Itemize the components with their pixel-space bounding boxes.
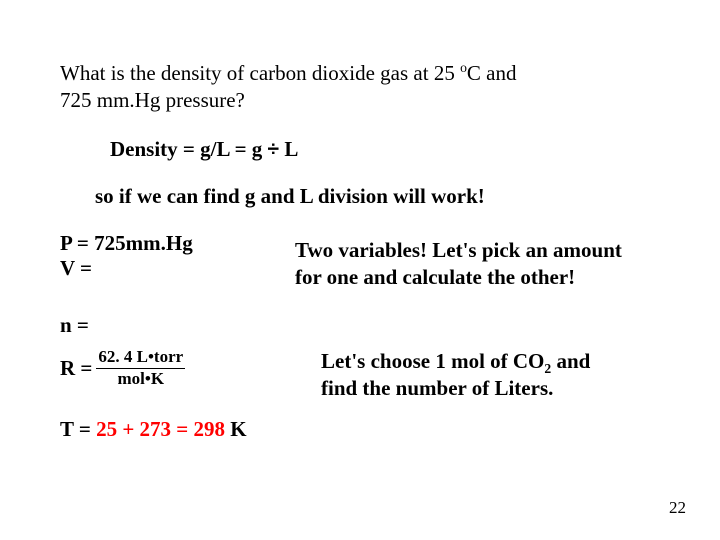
degree-sup: o: [460, 60, 467, 75]
slide-content: What is the density of carbon dioxide ga…: [0, 0, 720, 540]
right2-l1a: Let's choose 1 mol of CO: [321, 349, 544, 373]
R-prefix: R =: [60, 356, 92, 381]
var-n: n =: [60, 313, 660, 338]
density-label: Density = g/L = g: [110, 137, 268, 161]
variables-block: P = 725mm.Hg V = Two variables! Let's pi…: [60, 231, 660, 442]
T-value: 25 + 273 = 298: [96, 417, 230, 441]
row-R: R = 62. 4 L•torr mol•K Let's choose 1 mo…: [60, 348, 660, 403]
leftcol-pv: P = 725mm.Hg V =: [60, 231, 295, 281]
question-line2: 725 mm.Hg pressure?: [60, 88, 245, 112]
divide-symbol: ÷: [268, 138, 280, 161]
right2-l1b: and: [551, 349, 590, 373]
R-fraction: 62. 4 L•torr mol•K: [96, 348, 185, 388]
row-pv: P = 725mm.Hg V = Two variables! Let's pi…: [60, 231, 660, 292]
right1-l2: for one and calculate the other!: [295, 265, 575, 289]
question-text: What is the density of carbon dioxide ga…: [60, 60, 660, 115]
right1-l1: Two variables! Let's pick an amount: [295, 238, 622, 262]
question-line1-b: C and: [467, 61, 517, 85]
var-R: R = 62. 4 L•torr mol•K: [60, 348, 185, 388]
right2-l2: find the number of Liters.: [321, 376, 553, 400]
R-numerator: 62. 4 L•torr: [96, 348, 185, 369]
leftcol-R: R = 62. 4 L•torr mol•K: [60, 348, 295, 388]
var-V: V =: [60, 256, 295, 281]
density-equation: Density = g/L = g ÷ L: [110, 137, 660, 162]
right-note-1: Two variables! Let's pick an amount for …: [295, 237, 622, 292]
var-T: T = 25 + 273 = 298 K: [60, 417, 660, 442]
right-note-2: Let's choose 1 mol of CO2 and find the n…: [321, 348, 590, 403]
var-P: P = 725mm.Hg: [60, 231, 295, 256]
question-line1-a: What is the density of carbon dioxide ga…: [60, 61, 460, 85]
R-denominator: mol•K: [118, 369, 165, 389]
T-prefix: T =: [60, 417, 96, 441]
page-number: 22: [669, 498, 686, 518]
T-unit: K: [230, 417, 246, 441]
explain-text: so if we can find g and L division will …: [95, 184, 660, 209]
density-tail: L: [279, 137, 298, 161]
